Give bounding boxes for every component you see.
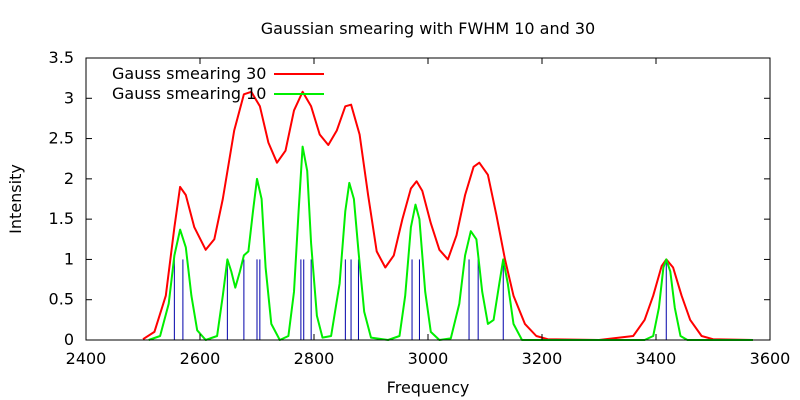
- y-tick-label: 0.5: [49, 290, 74, 309]
- x-tick-label: 2800: [294, 349, 335, 368]
- x-tick-label: 3200: [522, 349, 563, 368]
- y-axis: 0 0.5 1 1.5 2 2.5 3 3.5: [49, 48, 770, 349]
- y-tick-label: 3.5: [49, 48, 74, 67]
- y-tick-label: 2: [64, 169, 74, 188]
- x-tick-label: 2400: [66, 349, 107, 368]
- x-tick-label: 2600: [180, 349, 221, 368]
- y-axis-label: Intensity: [6, 164, 25, 234]
- x-axis-label: Frequency: [387, 378, 470, 397]
- y-tick-label: 3: [64, 88, 74, 107]
- series-lines: [142, 90, 753, 341]
- x-axis: 2400 2600 2800 3000 3200 3400 3600: [66, 58, 791, 368]
- stick-spectrum: [173, 259, 667, 340]
- legend-label: Gauss smearing 10: [112, 84, 266, 103]
- x-tick-label: 3000: [408, 349, 449, 368]
- x-tick-label: 3600: [750, 349, 791, 368]
- legend-label: Gauss smearing 30: [112, 64, 266, 83]
- series-line-fwhm10: [148, 145, 753, 341]
- series-line-fwhm30: [142, 90, 753, 341]
- y-tick-label: 1.5: [49, 209, 74, 228]
- y-tick-label: 2.5: [49, 129, 74, 148]
- chart-title: Gaussian smearing with FWHM 10 and 30: [261, 19, 595, 38]
- y-tick-label: 0: [64, 330, 74, 349]
- x-tick-label: 3400: [636, 349, 677, 368]
- y-tick-label: 1: [64, 249, 74, 268]
